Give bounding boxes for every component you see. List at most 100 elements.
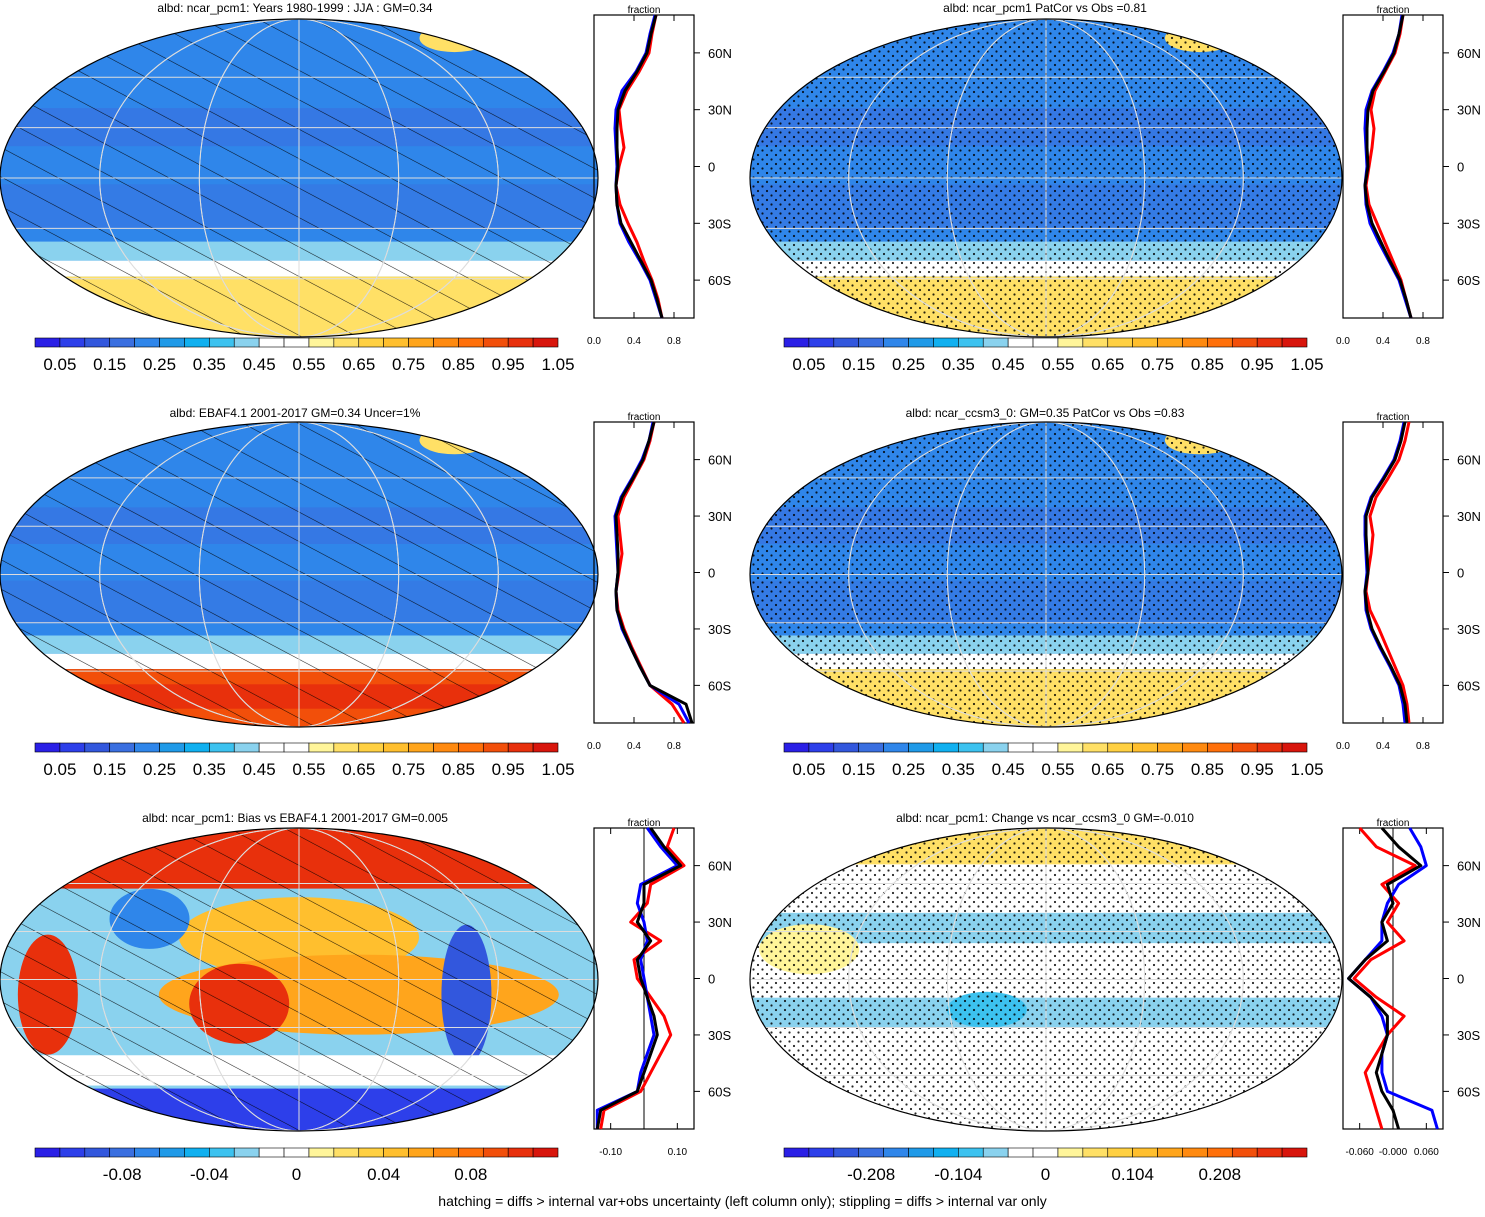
colorbar-swatch	[958, 338, 983, 347]
colorbar-swatch	[834, 743, 859, 752]
profile-xtick-label: 0.0	[587, 741, 601, 752]
colorbar-swatch	[184, 743, 209, 752]
profile-xtick-label: 0.4	[627, 741, 641, 752]
colorbar-label: 0.35	[942, 355, 975, 374]
profile-xlabel: fraction	[628, 5, 661, 16]
colorbar-swatch	[284, 743, 309, 752]
colorbar-swatch	[1058, 338, 1083, 347]
colorbar-swatch	[209, 743, 234, 752]
panel-title: albd: EBAF4.1 2001-2017 GM=0.34 Uncer=1%	[170, 406, 421, 420]
profile-ytick-label: 60N	[1457, 859, 1481, 874]
colorbar-swatch	[508, 1148, 533, 1157]
panel-3: albd: EBAF4.1 2001-2017 GM=0.34 Uncer=1%…	[0, 406, 732, 779]
colorbar-swatch	[458, 1148, 483, 1157]
profile-xtick-label: -0.10	[599, 1147, 622, 1158]
colorbar-label: 0.08	[454, 1165, 487, 1184]
colorbar-swatch	[433, 1148, 458, 1157]
colorbar-swatch	[209, 338, 234, 347]
colorbar-swatch	[1033, 743, 1058, 752]
colorbar-swatch	[508, 338, 533, 347]
colorbar-swatch	[60, 743, 85, 752]
colorbar-swatch	[409, 338, 434, 347]
colorbar-swatch	[110, 1148, 135, 1157]
colorbar-swatch	[384, 1148, 409, 1157]
colorbar-swatch	[1282, 338, 1307, 347]
profile-ytick-label: 30S	[1457, 622, 1480, 637]
colorbar-label: 0.35	[193, 355, 226, 374]
colorbar-label: 0.65	[1091, 760, 1124, 779]
colorbar-swatch	[259, 338, 284, 347]
profile-ytick-label: 60S	[1457, 273, 1480, 288]
colorbar-swatch	[234, 338, 259, 347]
profile-series-line	[1365, 15, 1411, 318]
profile-ytick-label: 60N	[1457, 453, 1481, 468]
profile-xtick-label: -0.000	[1379, 1147, 1408, 1158]
colorbar-swatch	[1083, 338, 1108, 347]
colorbar-swatch	[834, 1148, 859, 1157]
profile-frame	[1343, 15, 1443, 318]
colorbar-swatch	[1232, 338, 1257, 347]
colorbar-label: 0.05	[43, 355, 76, 374]
colorbar-label: -0.104	[934, 1165, 982, 1184]
colorbar-swatch	[110, 743, 135, 752]
profile-series-line	[1366, 422, 1409, 723]
colorbar-swatch	[958, 743, 983, 752]
colorbar-swatch	[309, 1148, 334, 1157]
profile-xtick-label: 0.4	[627, 336, 641, 347]
colorbar-swatch	[1108, 1148, 1133, 1157]
profile-xtick-label: -0.060	[1345, 1147, 1374, 1158]
profile-xlabel: fraction	[1377, 818, 1410, 829]
colorbar-swatch	[1207, 743, 1232, 752]
colorbar-swatch	[184, 1148, 209, 1157]
profile-xtick-label: 0.4	[1376, 336, 1390, 347]
colorbar-label: 0.95	[1241, 355, 1274, 374]
colorbar-swatch	[1058, 743, 1083, 752]
panel-title: albd: ncar_pcm1: Years 1980-1999 : JJA :…	[157, 1, 433, 15]
colorbar-swatch	[359, 338, 384, 347]
colorbar-swatch	[284, 1148, 309, 1157]
colorbar-swatch	[60, 1148, 85, 1157]
profile-series-line	[616, 422, 692, 723]
colorbar-swatch	[533, 743, 558, 752]
colorbar-swatch	[1207, 1148, 1232, 1157]
colorbar-label: 0.75	[1141, 760, 1174, 779]
colorbar-swatch	[259, 743, 284, 752]
panel-title: albd: ncar_pcm1 PatCor vs Obs =0.81	[943, 1, 1147, 15]
profile-ytick-label: 30S	[1457, 1028, 1480, 1043]
colorbar-swatch	[1282, 743, 1307, 752]
profile-ytick-label: 30N	[708, 103, 732, 118]
colorbar-label: 0.15	[93, 760, 126, 779]
colorbar-label: 0.208	[1199, 1165, 1242, 1184]
colorbar-swatch	[35, 338, 60, 347]
profile-series-line	[615, 15, 662, 318]
colorbar-label: 0.85	[1191, 355, 1224, 374]
colorbar-label: 0.04	[367, 1165, 400, 1184]
colorbar-swatch	[309, 338, 334, 347]
colorbar-swatch	[409, 743, 434, 752]
colorbar-swatch	[483, 743, 508, 752]
colorbar-swatch	[35, 743, 60, 752]
colorbar-label: 0.45	[992, 760, 1025, 779]
colorbar-swatch	[1257, 1148, 1282, 1157]
profile-xtick-label: 0.0	[1336, 741, 1350, 752]
colorbar-swatch	[334, 743, 359, 752]
profile-ytick-label: 0	[708, 160, 715, 175]
profile-xtick-label: 0.0	[1336, 336, 1350, 347]
colorbar-swatch	[85, 338, 110, 347]
profile-ytick-label: 60S	[1457, 678, 1480, 693]
colorbar-label: 1.05	[541, 355, 574, 374]
profile-ytick-label: 30S	[708, 216, 731, 231]
colorbar-swatch	[135, 338, 160, 347]
colorbar-label: 0.85	[442, 760, 475, 779]
colorbar-label: 0.104	[1111, 1165, 1154, 1184]
colorbar-swatch	[1158, 1148, 1183, 1157]
map-field	[0, 828, 598, 1131]
